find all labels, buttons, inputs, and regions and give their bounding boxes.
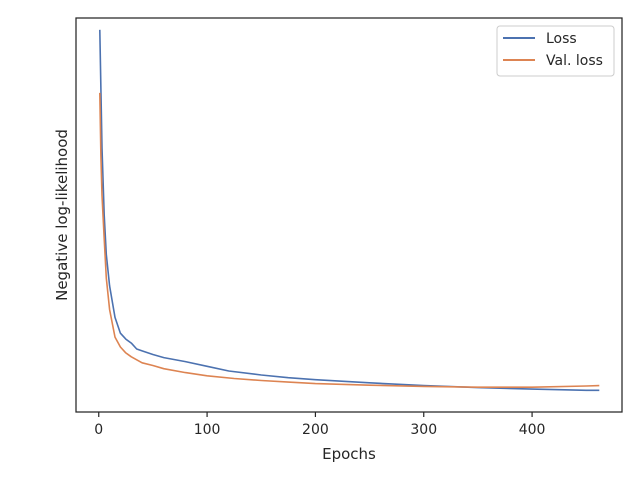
legend-label-val-loss: Val. loss: [546, 53, 603, 69]
legend-label-loss: Loss: [546, 31, 577, 47]
x-axis: 0 100 200 300 400: [94, 412, 545, 438]
plot-frame: [75, 17, 623, 413]
x-tick-label-300: 300: [410, 422, 437, 438]
x-tick-label-100: 100: [194, 422, 221, 438]
x-tick-label-400: 400: [519, 422, 546, 438]
series-layer: [99, 29, 600, 392]
x-tick-label-0: 0: [94, 422, 103, 438]
x-axis-label: Epochs: [322, 445, 376, 463]
series-line-val-loss: [99, 92, 600, 388]
plot-background: [76, 18, 622, 412]
x-tick-label-200: 200: [302, 422, 329, 438]
legend: Loss Val. loss: [496, 25, 615, 77]
y-axis-label: Negative log-likelihood: [53, 129, 71, 301]
